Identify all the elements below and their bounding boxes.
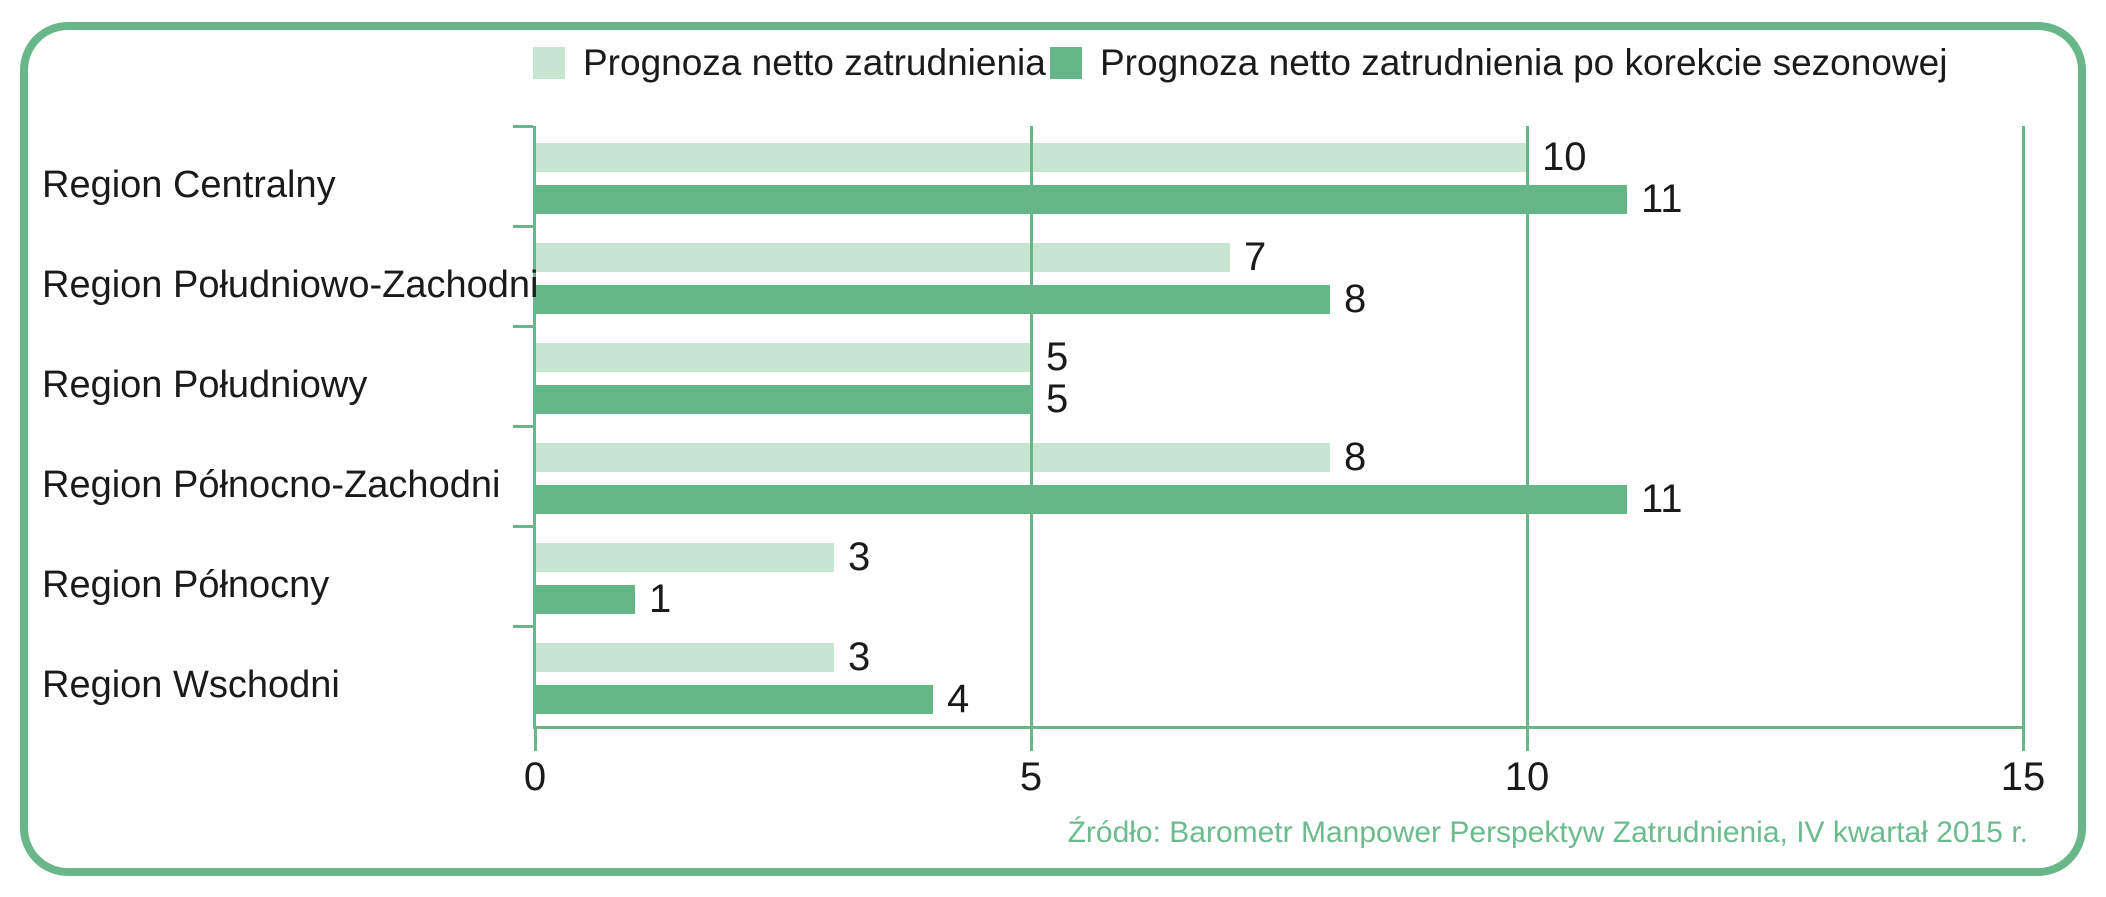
bar-dark-6 bbox=[536, 685, 933, 714]
x-axis-tick-0 bbox=[534, 726, 537, 751]
bar-dark-1 bbox=[536, 185, 1627, 214]
plot-area: 10 11 7 8 5 5 8 11 3 1 3 4 bbox=[513, 125, 2025, 751]
legend-swatch-light-icon bbox=[533, 47, 565, 79]
y-axis-tick bbox=[513, 425, 533, 428]
gridline-15 bbox=[2022, 126, 2025, 726]
x-axis-tick-15 bbox=[2022, 726, 2025, 751]
legend-item-net-forecast: Prognoza netto zatrudnienia bbox=[533, 42, 1046, 83]
bar-dark-4 bbox=[536, 485, 1627, 514]
legend-label-seasonally-adjusted: Prognoza netto zatrudnienia po korekcie … bbox=[1100, 42, 1948, 83]
category-label-3: Region Południowy bbox=[42, 364, 368, 406]
bar-value-label: 10 bbox=[1542, 135, 1587, 179]
x-axis-label-10: 10 bbox=[1504, 755, 1550, 799]
bar-value-label: 11 bbox=[1641, 477, 1683, 521]
x-axis-line bbox=[533, 726, 2024, 729]
y-axis-line bbox=[533, 126, 536, 728]
category-label-1: Region Centralny bbox=[42, 164, 336, 206]
bar-value-label: 4 bbox=[947, 677, 970, 721]
bar-value-label: 7 bbox=[1244, 235, 1267, 279]
bar-value-label: 8 bbox=[1344, 435, 1367, 479]
legend-item-seasonally-adjusted: Prognoza netto zatrudnienia po korekcie … bbox=[1050, 42, 1948, 83]
gridline-10 bbox=[1526, 126, 1529, 726]
bar-dark-2 bbox=[536, 285, 1330, 314]
bar-value-label: 3 bbox=[848, 635, 871, 679]
category-label-6: Region Wschodni bbox=[42, 664, 340, 706]
bar-value-label: 8 bbox=[1344, 277, 1367, 321]
bar-value-label: 5 bbox=[1046, 335, 1069, 379]
bar-value-label: 5 bbox=[1046, 377, 1069, 421]
legend-swatch-dark-icon bbox=[1050, 47, 1082, 79]
x-axis-label-15: 15 bbox=[2000, 755, 2046, 799]
bar-light-5 bbox=[536, 543, 834, 572]
bar-light-3 bbox=[536, 343, 1032, 372]
y-axis-tick bbox=[513, 525, 533, 528]
x-axis-label-5: 5 bbox=[1019, 755, 1043, 799]
y-axis-tick bbox=[513, 125, 533, 128]
y-axis-tick bbox=[513, 625, 533, 628]
y-axis-tick bbox=[513, 325, 533, 328]
x-axis-tick-10 bbox=[1526, 726, 1529, 751]
source-note: Źródło: Barometr Manpower Perspektyw Zat… bbox=[1067, 816, 2028, 849]
bar-light-6 bbox=[536, 643, 834, 672]
bar-dark-3 bbox=[536, 385, 1032, 414]
legend-label-net-forecast: Prognoza netto zatrudnienia bbox=[583, 42, 1046, 83]
y-axis-tick bbox=[513, 225, 533, 228]
bar-value-label: 1 bbox=[649, 577, 672, 621]
x-axis-tick-5 bbox=[1030, 726, 1033, 751]
x-axis-label-0: 0 bbox=[523, 755, 547, 799]
gridline-5 bbox=[1030, 126, 1033, 726]
bar-value-label: 11 bbox=[1641, 177, 1683, 221]
category-label-2: Region Południowo-Zachodni bbox=[42, 264, 539, 306]
bar-value-label: 3 bbox=[848, 535, 871, 579]
category-label-4: Region Północno-Zachodni bbox=[42, 464, 501, 506]
bar-light-2 bbox=[536, 243, 1230, 272]
category-label-5: Region Północny bbox=[42, 564, 330, 606]
bar-light-4 bbox=[536, 443, 1330, 472]
bar-dark-5 bbox=[536, 585, 635, 614]
